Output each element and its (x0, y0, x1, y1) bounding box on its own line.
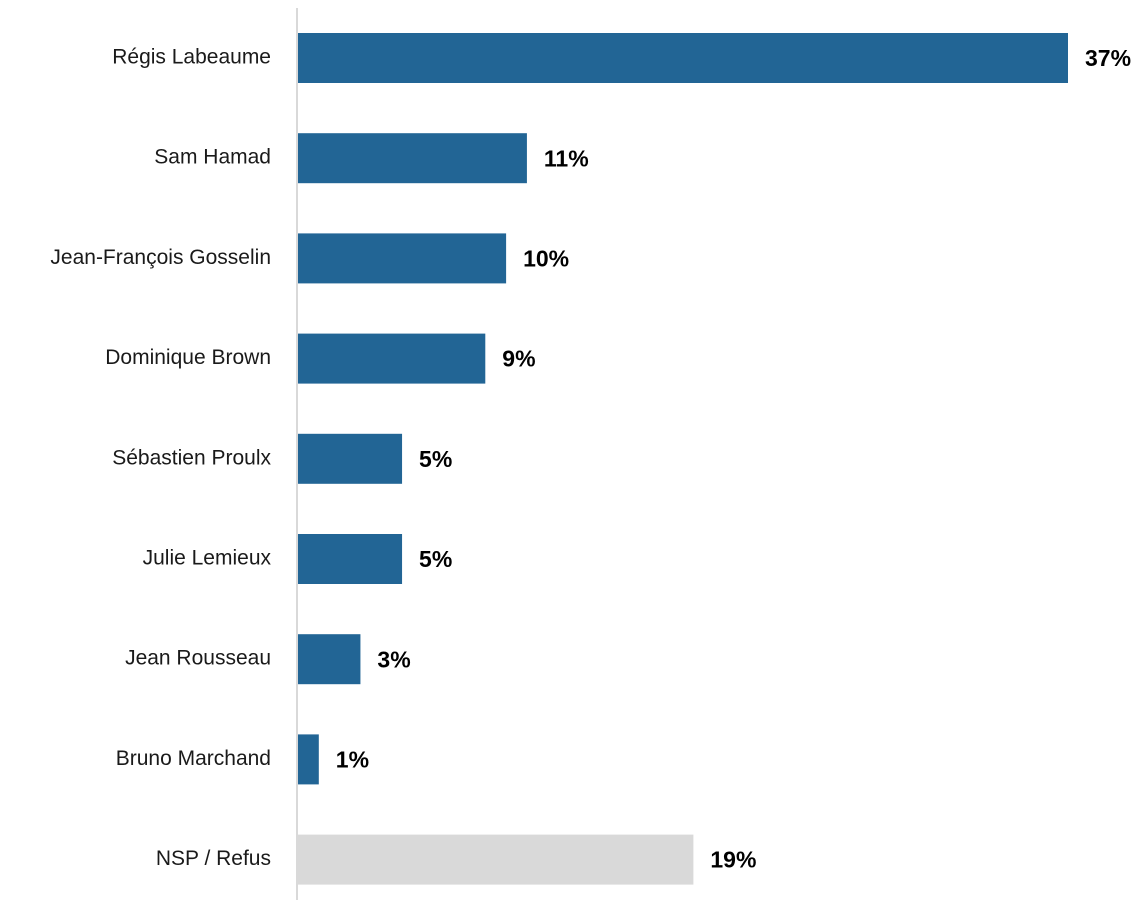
bar (298, 433, 403, 484)
value-label: 10% (523, 245, 569, 271)
category-label: Sam Hamad (154, 146, 271, 169)
bars-group (298, 33, 1068, 885)
bar (298, 133, 527, 184)
category-label: Julie Lemieux (143, 547, 272, 570)
bar (298, 534, 403, 584)
value-label: 19% (710, 847, 756, 873)
category-label: Jean-François Gosselin (50, 246, 271, 269)
bar (298, 233, 507, 284)
value-label: 5% (419, 546, 452, 572)
bar (298, 634, 361, 685)
value-label: 37% (1085, 45, 1131, 71)
category-label: Régis Labeaume (112, 46, 271, 69)
value-labels-group: 37% 11% 10% 9% 5% 5% 3% 1% 19% (336, 45, 1131, 873)
category-label: Sébastien Proulx (112, 446, 271, 469)
category-labels-group: Régis Labeaume Sam Hamad Jean-François Gos… (50, 46, 271, 871)
value-label: 11% (544, 145, 589, 171)
value-label: 9% (502, 346, 535, 372)
bar (298, 734, 319, 785)
value-label: 5% (419, 446, 452, 472)
category-label: Jean Rousseau (125, 647, 271, 670)
category-label: Bruno Marchand (116, 747, 271, 770)
category-label: NSP / Refus (156, 847, 271, 870)
bar (298, 834, 694, 885)
category-label: Dominique Brown (105, 346, 271, 369)
value-label: 3% (377, 646, 410, 672)
bar (298, 333, 486, 384)
bar (298, 33, 1068, 83)
value-label: 1% (336, 746, 369, 772)
